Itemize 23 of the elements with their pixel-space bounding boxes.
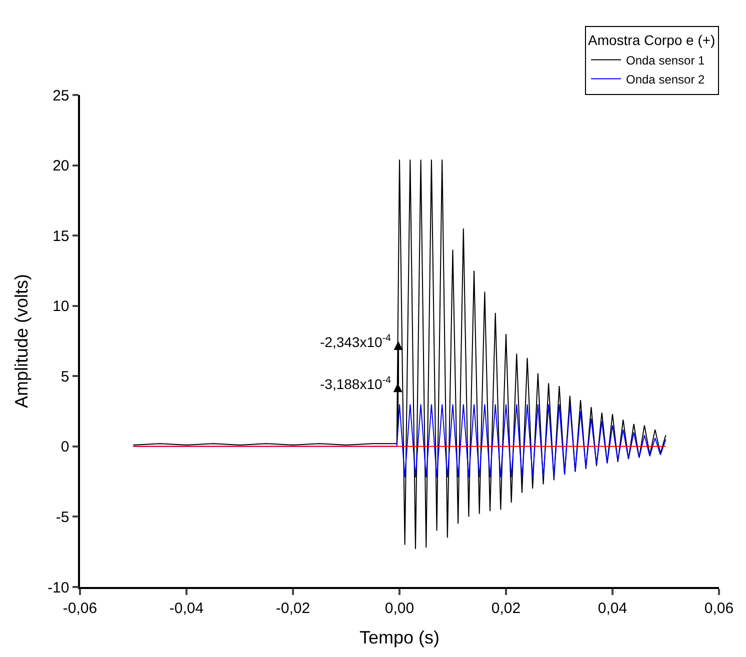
y-tick-label: 5 <box>60 368 70 386</box>
y-tick-label: 0 <box>60 438 70 456</box>
legend-label: Onda sensor 1 <box>626 53 706 68</box>
x-tick-label: 0,00 <box>384 600 414 617</box>
annotation: -2,343x10$^{-4}$ <box>320 333 392 350</box>
legend-label: Onda sensor 2 <box>626 72 706 86</box>
x-tick-label: -0,02 <box>276 600 310 617</box>
y-tick-label: 10 <box>52 298 70 316</box>
x-tick-label: -0,06 <box>62 600 98 617</box>
y-tick-label: -10 <box>48 579 70 596</box>
y-axis-title: Amplitude (volts) <box>11 274 32 408</box>
x-tick-label: 0,06 <box>704 600 734 617</box>
y-tick-label: 25 <box>52 87 70 104</box>
annotation: -3,188x10$^{-4}$ <box>320 375 392 392</box>
y-tick-label: 20 <box>52 158 70 175</box>
x-tick-label: 0,04 <box>598 600 628 617</box>
x-axis-title: Tempo (s) <box>359 627 440 648</box>
legend-title: Amostra Corpo e (+) <box>588 32 716 48</box>
y-tick-label: 15 <box>52 228 70 245</box>
line-series <box>132 159 666 550</box>
y-tick-label: -5 <box>56 508 70 526</box>
x-tick-label: -0,04 <box>169 600 204 617</box>
x-tick-label: 0,02 <box>491 600 521 617</box>
